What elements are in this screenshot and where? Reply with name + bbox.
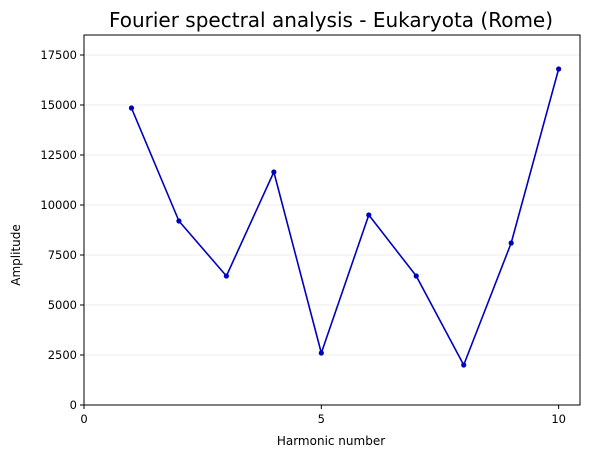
data-point <box>223 273 229 279</box>
x-tick-label: 0 <box>80 412 87 426</box>
ticks: 0 2500 5000 7500 10000 12500 15000 17500 0 5 10 <box>40 48 566 426</box>
y-tick-label: 12500 <box>40 148 77 162</box>
data-point <box>556 66 562 72</box>
y-tick-label: 15000 <box>40 98 77 112</box>
y-tick-label: 7500 <box>48 248 77 262</box>
y-axis-label: Amplitude <box>9 224 23 286</box>
y-tick-label: 17500 <box>40 48 77 62</box>
data-point <box>508 240 514 246</box>
data-point <box>413 273 419 279</box>
data-point <box>176 218 182 224</box>
y-tick-label: 5000 <box>48 298 77 312</box>
x-axis-label: Harmonic number <box>277 434 385 448</box>
chart-title: Fourier spectral analysis - Eukaryota (R… <box>109 8 553 32</box>
y-tick-label: 10000 <box>40 198 77 212</box>
data-point <box>271 169 277 175</box>
y-tick-label: 0 <box>70 398 77 412</box>
data-point <box>461 362 467 368</box>
x-tick-label: 5 <box>318 412 325 426</box>
grid <box>84 54 580 356</box>
data-point <box>318 350 324 356</box>
data-point <box>128 105 135 111</box>
y-tick-label: 2500 <box>48 348 77 362</box>
x-tick-label: 10 <box>551 412 566 426</box>
series-line <box>130 68 560 366</box>
data-point <box>366 212 372 218</box>
axes-frame <box>83 34 581 406</box>
series-layer <box>128 66 562 368</box>
